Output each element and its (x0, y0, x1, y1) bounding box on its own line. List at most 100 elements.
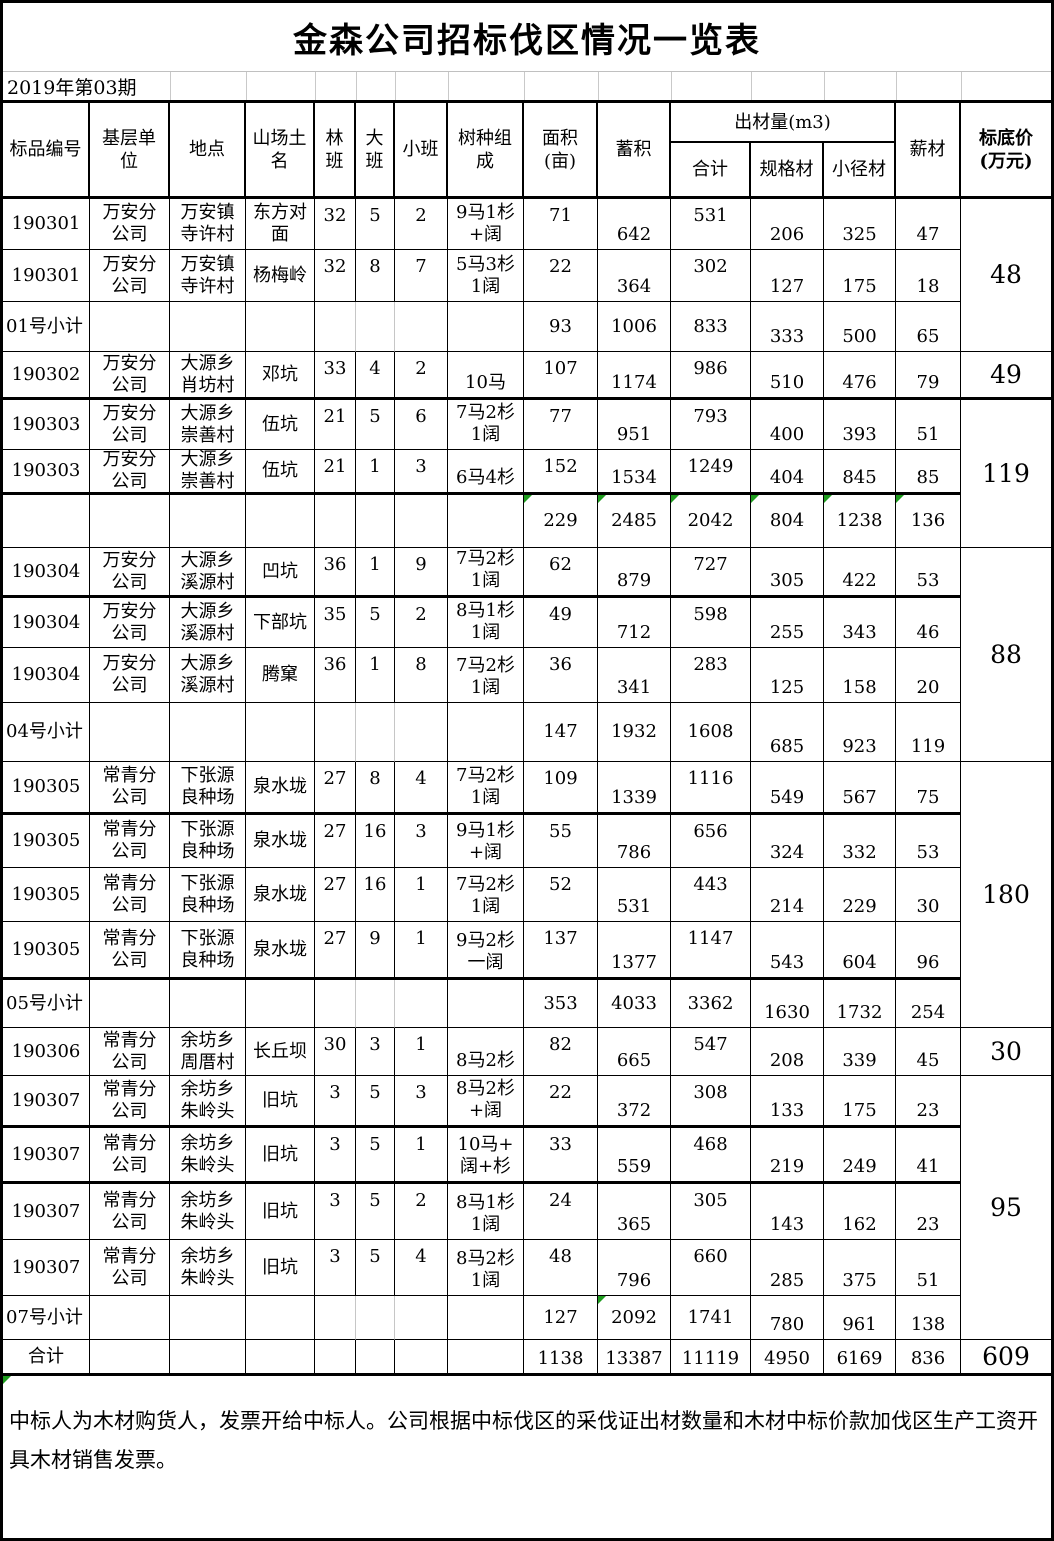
cell-fuel: 20 (896, 648, 961, 703)
cell-place: 余坊乡 周厝村 (170, 1028, 246, 1076)
cell-site: 杨梅岭 (246, 250, 315, 302)
cell-fuel: 85 (896, 450, 961, 495)
cell-unit: 万安分 公司 (90, 400, 170, 450)
cell-unit: 常青分 公司 (90, 815, 170, 868)
cell-site (246, 703, 315, 762)
cell-site: 凹坑 (246, 548, 315, 598)
cell-bid: 190307 (3, 1184, 90, 1240)
cell-area: 62 (524, 548, 598, 598)
bid-table: 标品编号 基层单 位 地点 山场土 名 林 班 大 班 小班 树种组 成 面积 … (3, 103, 1051, 1376)
cell-unit: 万安分 公司 (90, 199, 170, 250)
gridline (598, 72, 599, 100)
cell-total: 1741 (671, 1296, 751, 1340)
cell-base-price: 180 (961, 762, 1051, 1028)
cell-area: 22 (524, 250, 598, 302)
cell-da: 4 (356, 352, 395, 400)
cell-bid: 190304 (3, 548, 90, 598)
cell-fuel: 53 (896, 815, 961, 868)
cell-bid: 01号小计 (3, 302, 90, 352)
cell-comp: 8马2杉 +阔 (448, 1076, 524, 1128)
cell-vol: 365 (598, 1184, 671, 1240)
cell-place: 大源乡 崇善村 (170, 400, 246, 450)
cell-xiao: 1 (395, 1028, 448, 1076)
cell-vol: 2485 (598, 495, 671, 548)
cell-da: 8 (356, 762, 395, 815)
cell-total: 443 (671, 868, 751, 922)
cell-lin: 27 (315, 868, 356, 922)
cell-comp: 6马4杉 (448, 450, 524, 495)
cell-comp: 7马2杉 1阔 (448, 400, 524, 450)
cell-vol: 1006 (598, 302, 671, 352)
cell-area: 82 (524, 1028, 598, 1076)
cell-xiao: 1 (395, 922, 448, 980)
cell-spec: 780 (751, 1296, 824, 1340)
cell-spec: 305 (751, 548, 824, 598)
cell-base-price: 88 (961, 548, 1051, 762)
cell-fuel: 41 (896, 1128, 961, 1184)
cell-vol: 1174 (598, 352, 671, 400)
cell-small: 332 (824, 815, 896, 868)
cell-vol: 372 (598, 1076, 671, 1128)
cell-place: 下张源 良种场 (170, 868, 246, 922)
cell-fuel: 75 (896, 762, 961, 815)
col-header-spec-timber: 规格材 (751, 143, 824, 199)
cell-place: 大源乡 溪源村 (170, 598, 246, 648)
cell-lin: 3 (315, 1128, 356, 1184)
cell-fuel: 30 (896, 868, 961, 922)
cell-unit: 万安分 公司 (90, 352, 170, 400)
cell-lin (315, 980, 356, 1028)
cell-spec: 543 (751, 922, 824, 980)
cell-area: 55 (524, 815, 598, 868)
cell-site: 泉水垅 (246, 762, 315, 815)
cell-da (356, 495, 395, 548)
cell-comp (448, 495, 524, 548)
cell-bid: 190302 (3, 352, 90, 400)
cell-lin: 27 (315, 815, 356, 868)
cell-site: 东方对 面 (246, 199, 315, 250)
cell-place (170, 495, 246, 548)
cell-total: 531 (671, 199, 751, 250)
cell-spec: 255 (751, 598, 824, 648)
cell-spec: 4950 (751, 1340, 824, 1376)
cell-bid: 190304 (3, 648, 90, 703)
cell-lin (315, 1296, 356, 1340)
gridline (395, 72, 396, 100)
cell-bid: 190305 (3, 868, 90, 922)
cell-small: 175 (824, 250, 896, 302)
cell-xiao: 2 (395, 1184, 448, 1240)
cell-vol: 1534 (598, 450, 671, 495)
cell-vol: 951 (598, 400, 671, 450)
cell-site: 泉水垅 (246, 815, 315, 868)
cell-fuel: 51 (896, 400, 961, 450)
cell-vol: 1377 (598, 922, 671, 980)
cell-fuel: 79 (896, 352, 961, 400)
cell-spec: 127 (751, 250, 824, 302)
cell-lin (315, 703, 356, 762)
cell-fuel: 119 (896, 703, 961, 762)
gridline (170, 72, 171, 100)
col-header-bid-no: 标品编号 (3, 103, 90, 199)
period-row: 2019年第03期 (3, 72, 1051, 103)
cell-xiao (395, 1296, 448, 1340)
cell-total: 283 (671, 648, 751, 703)
page-title: 金森公司招标伐区情况一览表 (293, 20, 761, 61)
cell-area: 33 (524, 1128, 598, 1184)
cell-site: 伍坑 (246, 400, 315, 450)
cell-site (246, 1296, 315, 1340)
col-header-minor-class: 小班 (395, 103, 448, 199)
cell-place (170, 1340, 246, 1376)
cell-da: 9 (356, 922, 395, 980)
cell-site: 旧坑 (246, 1240, 315, 1296)
cell-lin: 32 (315, 199, 356, 250)
cell-comp: 9马1杉 +阔 (448, 815, 524, 868)
cell-site: 旧坑 (246, 1184, 315, 1240)
cell-small: 393 (824, 400, 896, 450)
cell-place: 下张源 良种场 (170, 922, 246, 980)
cell-vol: 4033 (598, 980, 671, 1028)
col-header-species-comp: 树种组 成 (448, 103, 524, 199)
cell-da: 16 (356, 815, 395, 868)
cell-xiao: 6 (395, 400, 448, 450)
cell-total: 547 (671, 1028, 751, 1076)
cell-lin: 21 (315, 400, 356, 450)
cell-unit: 万安分 公司 (90, 250, 170, 302)
